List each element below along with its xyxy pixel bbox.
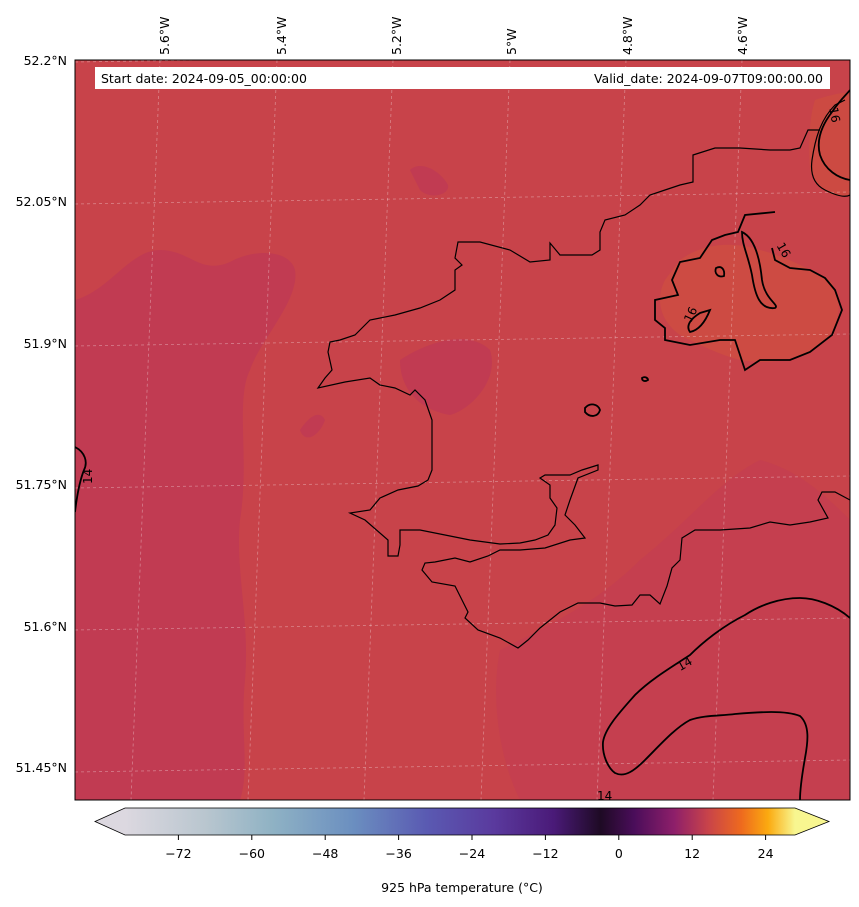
cool-region-west — [75, 250, 296, 800]
date-banner — [95, 67, 830, 89]
contour-label-14-bottom: 14 — [597, 789, 612, 803]
lat-label: 52.05°N — [16, 194, 67, 209]
lon-label: 5°W — [504, 28, 519, 55]
contour-label-16-inner: 16 — [681, 305, 700, 325]
lon-label: 4.8°W — [620, 17, 635, 56]
contours — [75, 89, 850, 800]
lat-label: 51.9°N — [24, 336, 67, 351]
lat-label: 51.45°N — [16, 760, 67, 775]
lat-label: 52.2°N — [24, 53, 67, 68]
colorbar-extend-right — [795, 808, 829, 835]
lon-label: 4.6°W — [735, 17, 750, 56]
colorbar-outline — [94, 807, 831, 836]
colorbar-body — [125, 808, 795, 835]
lat-label: 51.6°N — [24, 619, 67, 634]
map-frame — [74, 59, 851, 801]
colorbar-extend-left — [95, 808, 125, 835]
colorbar-tick-label: −12 — [532, 846, 558, 861]
colorbar-tick-label: −36 — [385, 846, 411, 861]
lat-label: 51.75°N — [16, 477, 67, 492]
coastline — [316, 99, 850, 649]
start-date-text: Start date: 2024-09-05_00:00:00 — [101, 71, 307, 86]
colorbar-tick-label: −48 — [312, 846, 338, 861]
longitude-labels: 5.6°W 5.4°W 5.2°W 5°W 4.8°W 4.6°W — [157, 17, 750, 56]
colorbar-tick-label: −24 — [459, 846, 485, 861]
lon-label: 5.2°W — [389, 17, 404, 56]
colorbar-label: 925 hPa temperature (°C) — [381, 880, 543, 895]
contour-16-northeast — [817, 89, 850, 181]
contour-label-16-east: 16 — [774, 240, 794, 260]
latitude-labels: 52.2°N 52.05°N 51.9°N 51.75°N 51.6°N 51.… — [16, 53, 67, 775]
contour-label-14-west: 14 — [81, 469, 95, 484]
colorbar-tick-label: −60 — [239, 846, 265, 861]
contour-label-14-se: 14 — [675, 654, 695, 674]
contour-14-southeast — [602, 597, 850, 800]
lon-label: 5.4°W — [274, 17, 289, 56]
warm-region-northeast — [809, 92, 850, 197]
valid-date-text: Valid_date: 2024-09-07T09:00:00.00 — [594, 71, 823, 86]
colorbar-tick-label: 12 — [684, 846, 700, 861]
colorbar-tick-label: 24 — [758, 846, 774, 861]
contour-14-west — [75, 446, 87, 513]
cool-region-southeast — [496, 460, 850, 800]
warm-region-16 — [660, 244, 839, 362]
colorbar-tick-label: −72 — [165, 846, 191, 861]
contour-16-east — [654, 211, 843, 372]
temperature-field — [75, 60, 850, 800]
colorbar: −72 −60 −48 −36 −24 −12 0 12 24 925 hPa temperat… — [94, 807, 831, 895]
colorbar-ticks: −72 −60 −48 −36 −24 −12 0 12 24 — [165, 835, 774, 861]
contour-label-16-ne: 16 — [826, 106, 842, 123]
colorbar-tick-label: 0 — [615, 846, 623, 861]
lon-label: 5.6°W — [157, 17, 172, 56]
